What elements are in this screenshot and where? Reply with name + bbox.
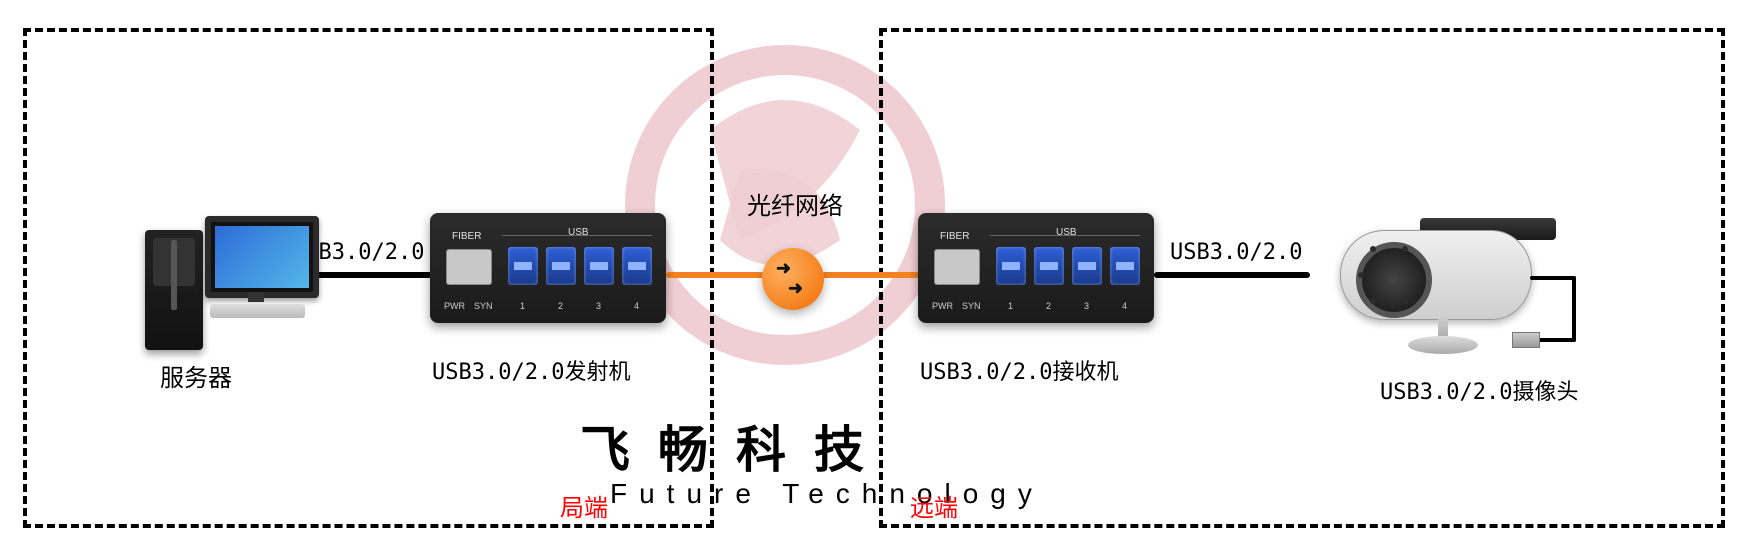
rx-fiber-port [934, 249, 980, 285]
rx-fiber-label: FIBER [940, 231, 969, 242]
rx-syn-label: SYN [962, 301, 981, 311]
server-label: 服务器 [160, 358, 232, 393]
camera-cable-1 [1530, 276, 1576, 280]
diagram-canvas: 飞畅科技 Future Technology USB3.0/2.0 USB3.0… [0, 0, 1752, 546]
tx-port-num-2: 2 [558, 301, 563, 311]
tx-syn-label: SYN [474, 301, 493, 311]
server-screen [215, 226, 309, 288]
camera-lens [1356, 242, 1432, 318]
camera-base [1408, 336, 1478, 354]
tx-pwr-label: PWR [444, 301, 465, 311]
camera-cable-2 [1572, 276, 1576, 342]
rx-usb-port-2 [1034, 247, 1064, 285]
rx-port-num-4: 4 [1122, 301, 1127, 311]
fiber-network-node: ➜ ➜ [762, 248, 824, 310]
rx-pwr-label: PWR [932, 301, 953, 311]
tx-fiber-label: FIBER [452, 231, 481, 242]
tx-port-num-4: 4 [634, 301, 639, 311]
rx-port-num-2: 2 [1046, 301, 1051, 311]
rx-usb-port-1 [996, 247, 1026, 285]
fiber-arrow-1: ➜ [776, 258, 791, 279]
server-tower [145, 230, 203, 350]
server-keyboard [210, 304, 305, 318]
tx-port-num-1: 1 [520, 301, 525, 311]
rx-usb-port-3 [1072, 247, 1102, 285]
fiber-arrow-2: ➜ [788, 278, 803, 299]
remote-side-title: 远端 [910, 488, 958, 523]
fiber-network-label: 光纤网络 [747, 186, 843, 221]
camera-usb-plug [1512, 332, 1540, 348]
rx-port-num-1: 1 [1008, 301, 1013, 311]
receiver-label: USB3.0/2.0接收机 [920, 354, 1118, 386]
tx-usb-port-4 [622, 247, 652, 285]
tx-usb-port-1 [508, 247, 538, 285]
receiver-device: FIBER USB PWR SYN 1 2 3 4 [918, 213, 1154, 323]
usb-cable-right [1154, 272, 1310, 278]
rx-usb-label: USB [1056, 227, 1077, 238]
transmitter-label: USB3.0/2.0发射机 [432, 354, 630, 386]
local-side-title: 局端 [560, 488, 608, 523]
camera-cable-3 [1538, 338, 1576, 342]
tx-usb-port-2 [546, 247, 576, 285]
tx-fiber-port [446, 249, 492, 285]
rx-port-num-3: 3 [1084, 301, 1089, 311]
tx-usb-label: USB [568, 227, 589, 238]
camera-label: USB3.0/2.0摄像头 [1380, 374, 1578, 406]
transmitter-device: FIBER USB PWR SYN 1 2 3 4 [430, 213, 666, 323]
fiber-cable-right [822, 272, 920, 278]
rx-usb-port-4 [1110, 247, 1140, 285]
tx-port-num-3: 3 [596, 301, 601, 311]
server-monitor-stand [248, 292, 264, 302]
tx-usb-port-3 [584, 247, 614, 285]
server-monitor [205, 216, 319, 298]
fiber-cable-left [666, 272, 764, 278]
usb-cable-right-label: USB3.0/2.0 [1170, 240, 1302, 265]
